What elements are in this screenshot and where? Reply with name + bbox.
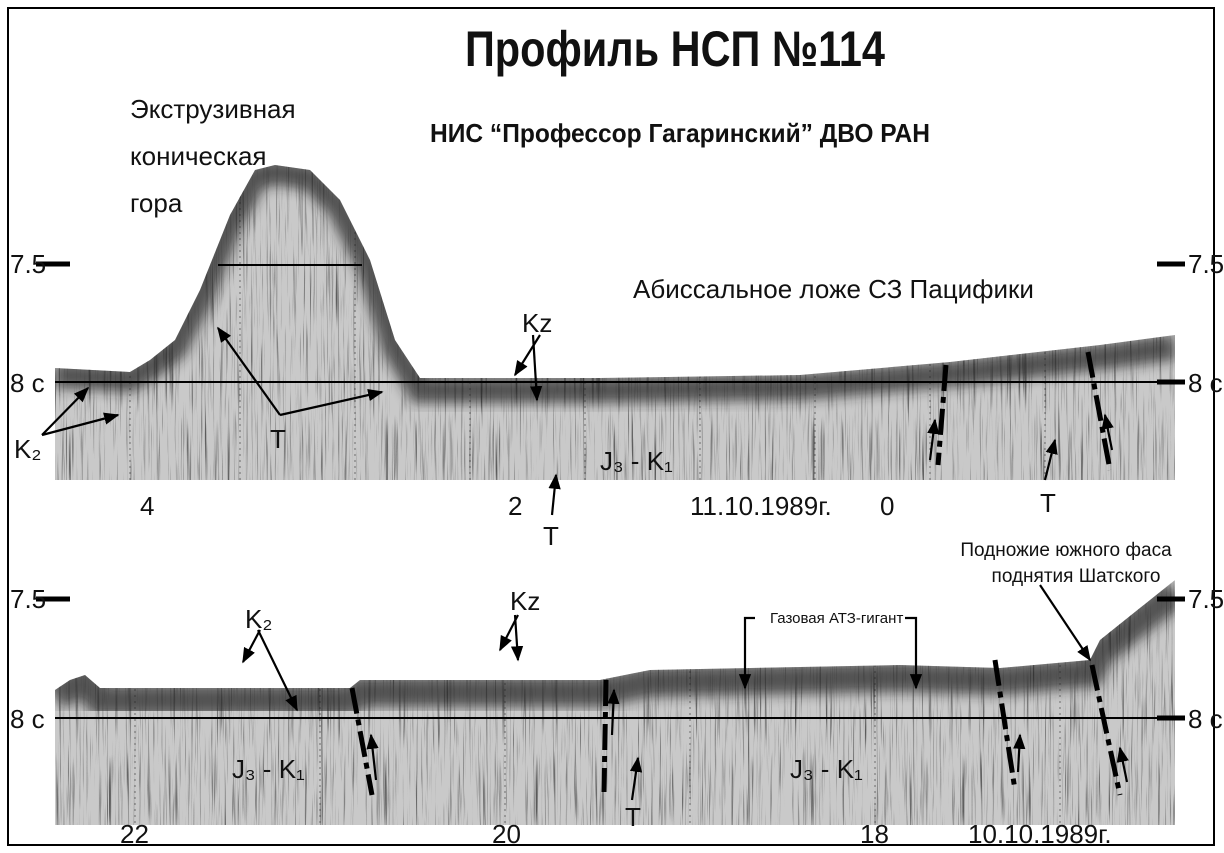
depth-label: 8 с bbox=[10, 704, 45, 734]
annotation: K₂ bbox=[14, 434, 41, 464]
annotation: гора bbox=[130, 188, 183, 218]
axis-label: 18 bbox=[860, 819, 889, 849]
fault bbox=[604, 680, 606, 792]
annotation: коническая bbox=[130, 141, 267, 171]
axis-label: 11.10.1989г. bbox=[690, 491, 832, 521]
depth-label: 7.5 bbox=[10, 584, 46, 614]
axis-label: 20 bbox=[492, 819, 521, 849]
depth-label: 8 с bbox=[10, 368, 45, 398]
annotation: T bbox=[270, 424, 286, 454]
annotation: Абиссальное ложе СЗ Пацифики bbox=[633, 274, 1034, 304]
title: Профиль НСП №114 bbox=[465, 21, 885, 77]
annotation: Kz bbox=[522, 308, 552, 338]
axis-label: 22 bbox=[120, 819, 149, 849]
subtitle: НИС “Профессор Гагаринский” ДВО РАН bbox=[430, 118, 930, 148]
annotation: J₃ - K₁ bbox=[232, 754, 305, 784]
depth-label: 8 с bbox=[1188, 704, 1223, 734]
depth-label: 7.5 bbox=[10, 249, 46, 279]
axis-label: 10.10.1989г. bbox=[968, 819, 1112, 849]
annotation: поднятия Шатского bbox=[992, 566, 1161, 587]
annotation: Kz bbox=[510, 586, 540, 616]
axis-label: 2 bbox=[508, 491, 522, 521]
annotation: T bbox=[625, 802, 641, 832]
annotation: Газовая АТЗ-гигант bbox=[770, 610, 903, 627]
annotation: J₃ - K₁ bbox=[790, 754, 863, 784]
depth-label: 8 с bbox=[1188, 368, 1223, 398]
depth-label: 7.5 bbox=[1188, 584, 1224, 614]
depth-label: 7.5 bbox=[1188, 249, 1224, 279]
annotation: J₃ - K₁ bbox=[600, 446, 673, 476]
page: Профиль НСП №114 НИС “Профессор Гагаринс… bbox=[0, 0, 1224, 853]
annotation: Подножие южного фаса bbox=[960, 540, 1172, 561]
annotation: Экструзивная bbox=[130, 94, 296, 124]
axis-label: 4 bbox=[140, 491, 154, 521]
annotation: T bbox=[543, 521, 559, 551]
annotation: T bbox=[1040, 488, 1056, 518]
annotation: K₂ bbox=[245, 604, 272, 634]
figure: Профиль НСП №114 НИС “Профессор Гагаринс… bbox=[0, 0, 1224, 853]
axis-label: 0 bbox=[880, 491, 894, 521]
